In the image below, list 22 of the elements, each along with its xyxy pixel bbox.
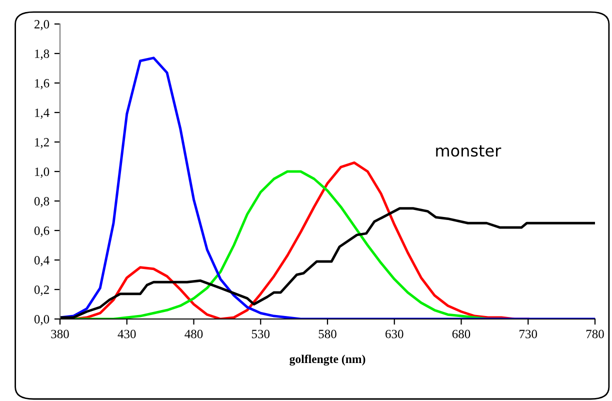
y-tick-label: 1,4 — [35, 108, 50, 119]
x-tick-label: 680 — [452, 330, 470, 338]
y-tick-label: 0,6 — [34, 226, 50, 237]
y-tick-label: 0,8 — [34, 197, 50, 208]
x-tick-label: 580 — [318, 330, 336, 338]
x-tick-label: 530 — [252, 330, 270, 338]
y-tick-label: 0,0 — [34, 315, 50, 326]
x-tick-label: 430 — [118, 330, 136, 338]
x-axis-title: golflengte (nm) — [290, 354, 366, 366]
x-tick-label: 730 — [520, 330, 538, 338]
y-tick-label: 1,6 — [35, 79, 50, 90]
y-tick-label: 1,8 — [35, 50, 50, 60]
x-tick-label: 780 — [586, 330, 604, 338]
y-tick-label: 1,2 — [35, 138, 49, 148]
x-tick-label: 380 — [51, 330, 69, 338]
x-tick-label: 630 — [386, 330, 404, 338]
text: monster — [436, 145, 502, 157]
y-tick-label: 1,0 — [35, 168, 50, 178]
y-tick-label: 2,0 — [34, 20, 50, 30]
y-tick-label: 0,4 — [34, 256, 50, 266]
y-tick-label: 0,2 — [34, 286, 49, 296]
x-tick-label: 480 — [184, 330, 203, 338]
